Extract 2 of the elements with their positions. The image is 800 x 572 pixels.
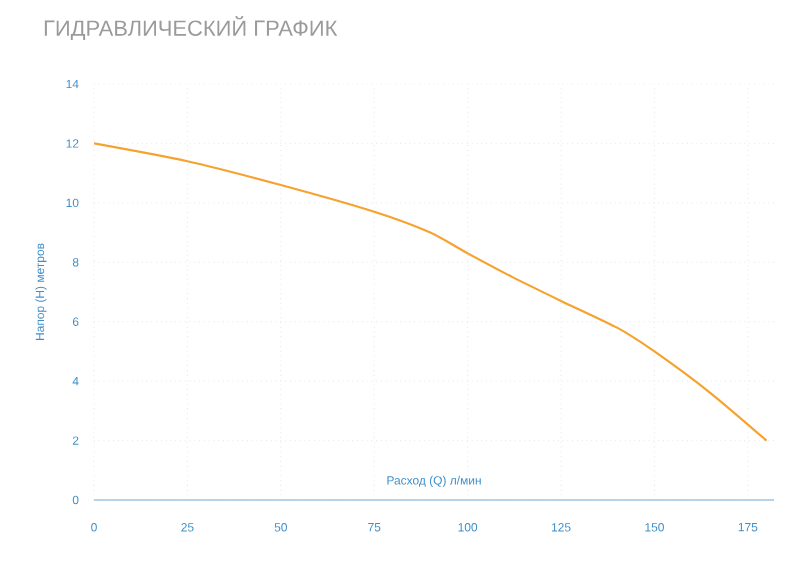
line-series <box>94 142 768 442</box>
chart-title: ГИДРАВЛИЧЕСКИЙ ГРАФИК <box>44 15 338 41</box>
